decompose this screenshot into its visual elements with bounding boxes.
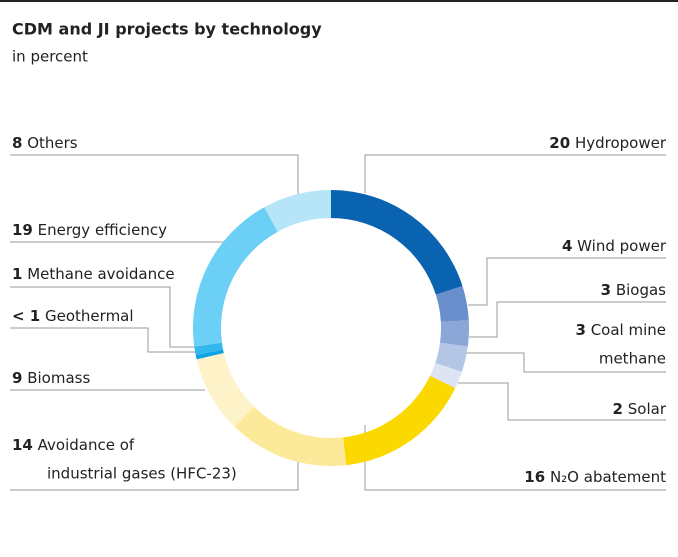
category-label: Geothermal	[45, 307, 134, 325]
donut-segment	[430, 362, 462, 389]
chart-subtitle: in percent	[12, 48, 88, 66]
value-label: 1	[12, 265, 22, 283]
donut-segment	[343, 375, 456, 466]
category-label: Hydropower	[575, 134, 667, 152]
segment-label: < 1 Geothermal	[12, 307, 134, 325]
leader-lines	[10, 154, 666, 491]
category-label: Biomass	[27, 369, 90, 387]
category-label: Biogas	[616, 281, 666, 299]
donut-segment	[435, 342, 468, 372]
value-label: < 1	[12, 307, 40, 325]
chart-title: CDM and JI projects by technology	[12, 20, 322, 39]
value-label: 4	[562, 237, 572, 255]
donut-segment	[435, 286, 469, 322]
segment-label: 9 Biomass	[12, 369, 90, 387]
segment-label: 2 Solar	[613, 400, 667, 418]
category-label: Solar	[628, 400, 667, 418]
category-label-line: methane	[599, 350, 666, 368]
category-label: Energy efficiency	[38, 221, 167, 239]
value-label: 9	[12, 369, 22, 387]
donut-segment	[264, 190, 331, 232]
value-label: 14	[12, 436, 33, 454]
segment-label: 3 Coal mine	[575, 321, 666, 339]
donut-segment	[194, 342, 224, 356]
category-label: N₂O abatement	[550, 468, 666, 486]
value-label: 2	[613, 400, 623, 418]
segment-label: 1 Methane avoidance	[12, 265, 175, 283]
segment-label: 19 Energy efficiency	[12, 221, 167, 239]
value-label: 16	[524, 468, 545, 486]
segment-label: 8 Others	[12, 134, 78, 152]
segment-label: 16 N₂O abatement	[524, 468, 666, 486]
segment-label: 4 Wind power	[562, 237, 667, 255]
value-label: 3	[601, 281, 611, 299]
segment-label: 14 Avoidance of	[12, 436, 135, 454]
value-label: 8	[12, 134, 22, 152]
donut-segment	[196, 352, 255, 427]
donut-segment	[195, 349, 224, 360]
value-label: 19	[12, 221, 33, 239]
category-label: Coal mine	[591, 321, 666, 339]
category-label-line: industrial gases (HFC-23)	[47, 465, 237, 483]
category-label: Others	[27, 134, 78, 152]
category-label: Wind power	[577, 237, 667, 255]
value-label: 3	[575, 321, 585, 339]
category-label: Methane avoidance	[27, 265, 174, 283]
donut-segment	[331, 190, 463, 295]
value-label: 20	[549, 134, 570, 152]
donut-segment	[440, 320, 469, 347]
category-label: Avoidance of	[38, 436, 135, 454]
donut-segment	[192, 207, 278, 347]
segment-label: 20 Hydropower	[549, 134, 667, 152]
donut-segment	[234, 406, 347, 467]
segment-label: 3 Biogas	[601, 281, 667, 299]
